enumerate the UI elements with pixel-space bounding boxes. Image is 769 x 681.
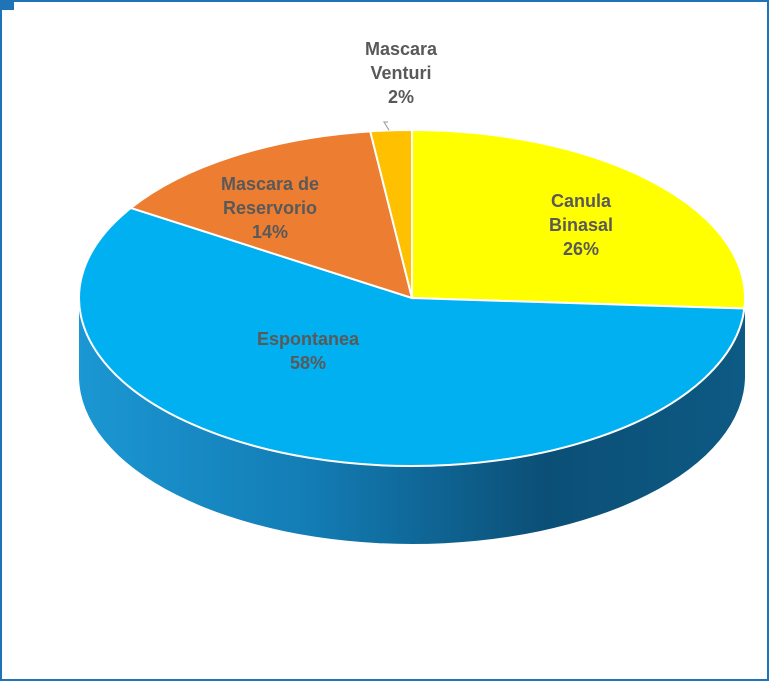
data-label-2: Mascara de Reservorio 14% — [221, 174, 319, 242]
frame-corner — [0, 0, 14, 10]
data-label-1: Espontanea 58% — [257, 329, 360, 373]
leader-line — [382, 121, 390, 131]
pie-slice-0 — [411, 128, 746, 310]
data-label-3: Mascara Venturi 2% — [365, 39, 438, 107]
data-label-0: Canula Binasal 26% — [549, 191, 613, 259]
pie-slice-3 — [369, 128, 413, 299]
pie-slice-2 — [128, 130, 414, 300]
pie-slice-1 — [78, 206, 746, 467]
pie-side-wall — [79, 298, 745, 544]
